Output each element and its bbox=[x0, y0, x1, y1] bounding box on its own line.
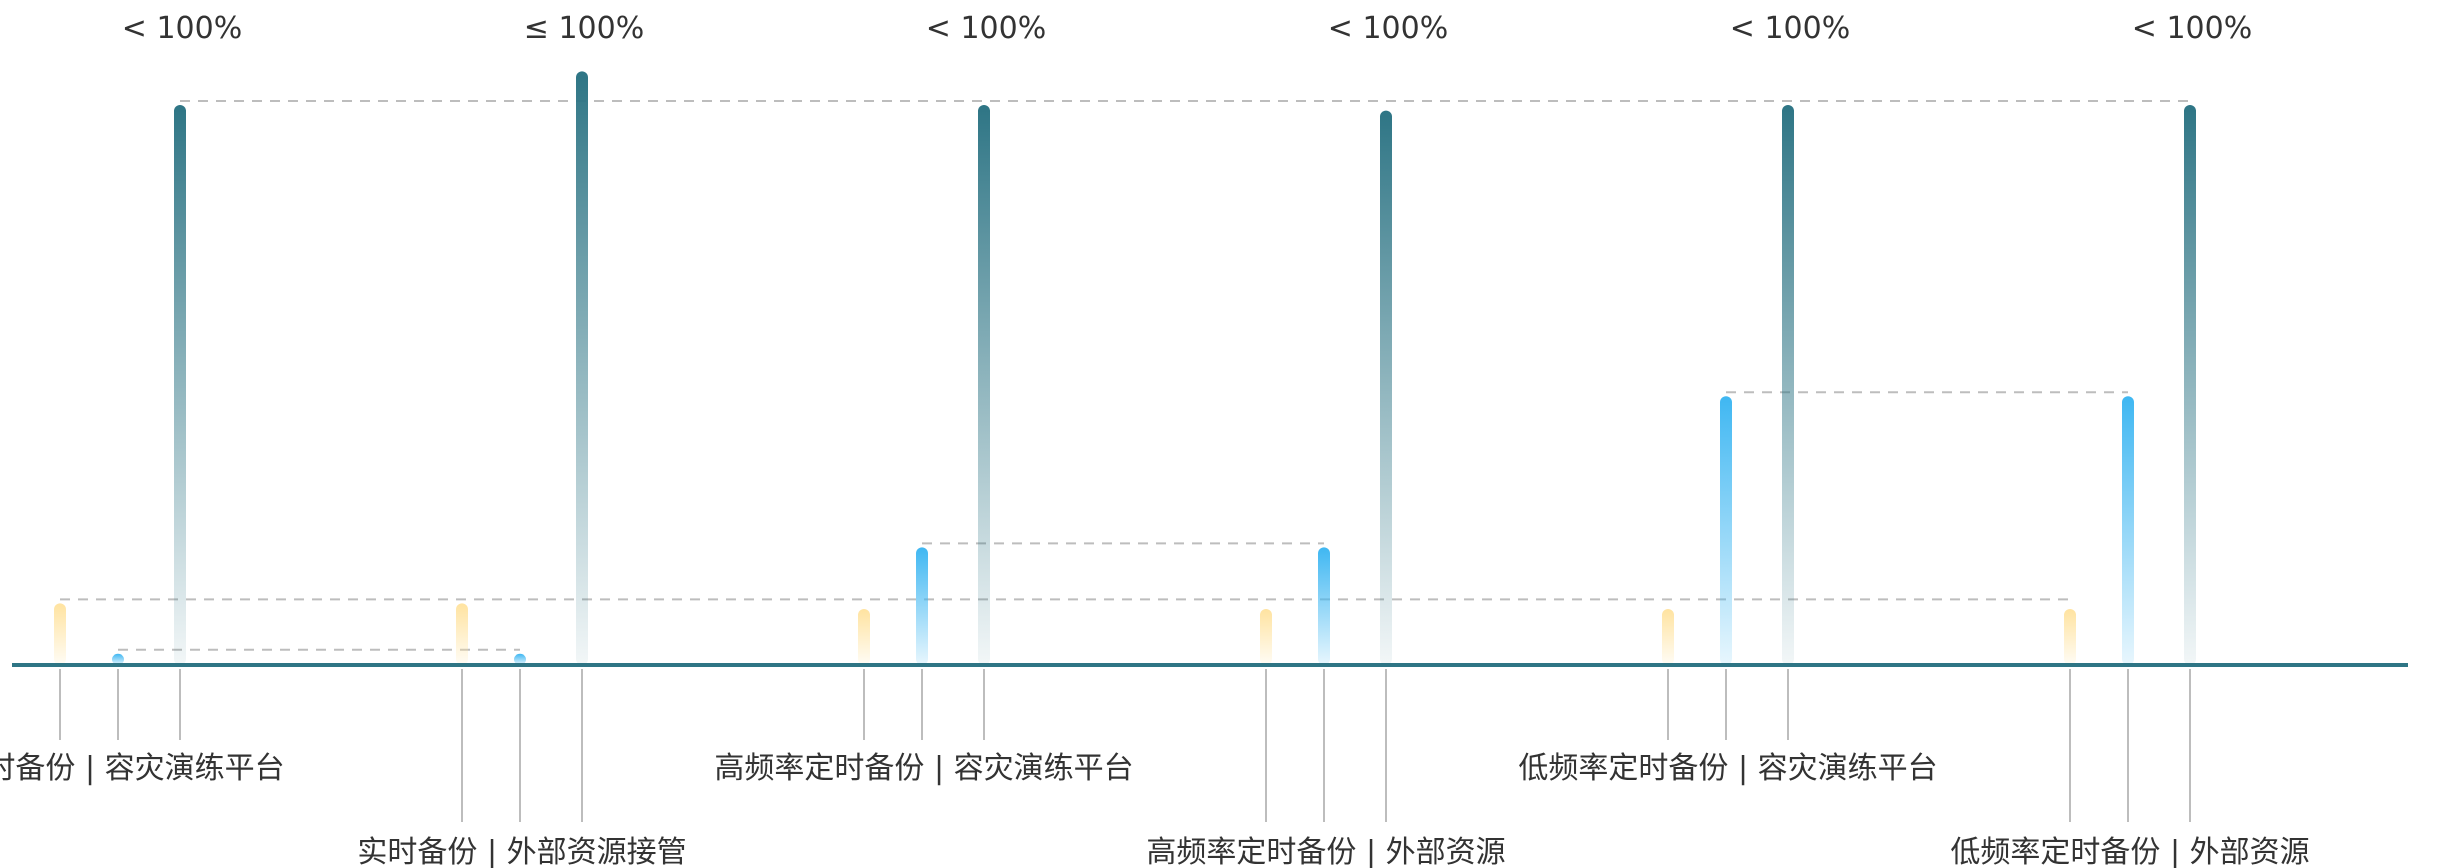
top-label-group-1: < 100% bbox=[122, 11, 242, 46]
category-label-group-1: 实时备份 | 容灾演练平台 bbox=[0, 751, 285, 786]
bar-group-6-metric-1 bbox=[2064, 609, 2076, 665]
bar-group-5-metric-2 bbox=[1720, 396, 1732, 665]
bar-group-5-metric-1 bbox=[1662, 609, 1674, 665]
bar-group-1-metric-2 bbox=[112, 653, 124, 665]
category-label-group-6: 低频率定时备份 | 外部资源 bbox=[1950, 835, 2309, 868]
category-label-group-3: 高频率定时备份 | 容灾演练平台 bbox=[714, 751, 1133, 786]
bars bbox=[54, 71, 2196, 666]
bar-group-3-metric-2 bbox=[916, 547, 928, 665]
top-label-group-5: < 100% bbox=[1730, 11, 1850, 46]
bar-group-2-metric-2 bbox=[514, 653, 526, 665]
bar-group-3-metric-1 bbox=[858, 609, 870, 665]
labels: < 100% 实时备份 | 容灾演练平台 ≤ 100% 实时备份 | 外部资源接管 < … bbox=[0, 11, 2310, 868]
top-label-group-6: < 100% bbox=[2132, 11, 2252, 46]
bar-group-5-metric-3 bbox=[1782, 105, 1794, 665]
bar-group-1-metric-1 bbox=[54, 603, 66, 665]
bar-group-3-metric-3 bbox=[978, 105, 990, 665]
top-label-group-2: ≤ 100% bbox=[524, 11, 644, 46]
bar-group-6-metric-3 bbox=[2184, 105, 2196, 665]
bar-group-2-metric-1 bbox=[456, 603, 468, 665]
top-label-group-3: < 100% bbox=[926, 11, 1046, 46]
bar-group-1-metric-3 bbox=[174, 105, 186, 665]
bar-group-4-metric-1 bbox=[1260, 609, 1272, 665]
reference-lines bbox=[60, 100, 2190, 651]
bar-group-6-metric-2 bbox=[2122, 396, 2134, 665]
bar-group-2-metric-3 bbox=[576, 71, 588, 665]
bar-group-4-metric-3 bbox=[1380, 110, 1392, 666]
top-label-group-4: < 100% bbox=[1328, 11, 1448, 46]
tick-lines bbox=[59, 669, 2191, 822]
category-label-group-2: 实时备份 | 外部资源接管 bbox=[357, 835, 686, 868]
category-label-group-5: 低频率定时备份 | 容灾演练平台 bbox=[1518, 751, 1937, 786]
category-label-group-4: 高频率定时备份 | 外部资源 bbox=[1146, 835, 1505, 868]
bar-group-4-metric-2 bbox=[1318, 547, 1330, 665]
